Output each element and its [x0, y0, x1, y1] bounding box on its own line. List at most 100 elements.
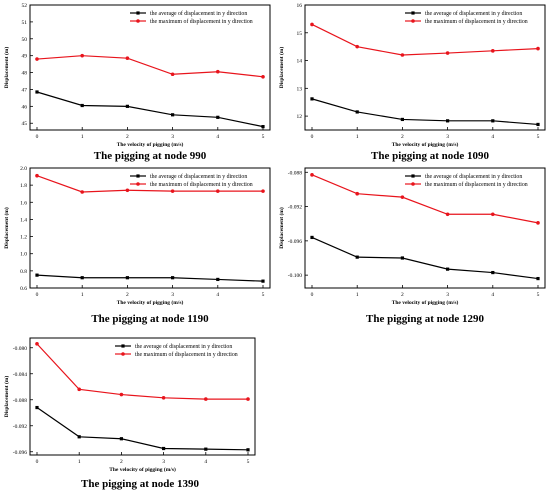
plot-frame: [29, 337, 256, 456]
x-tick-label: 3: [162, 459, 165, 465]
data-point-maximum: [445, 51, 450, 55]
series-line-average: [36, 274, 264, 282]
legend-marker: [121, 344, 125, 348]
data-point-average: [310, 235, 314, 240]
data-point-maximum: [491, 212, 495, 217]
x-tick-label: 2: [401, 292, 404, 298]
data-point-maximum: [119, 392, 124, 397]
legend-marker: [411, 182, 415, 186]
x-tick-label: 3: [171, 134, 174, 140]
series-line-maximum: [36, 55, 264, 78]
data-point-average: [77, 435, 81, 439]
data-point-average: [246, 448, 250, 452]
x-tick-label: 0: [36, 134, 39, 140]
x-tick-label: 5: [262, 134, 265, 140]
data-point-average: [119, 437, 123, 441]
data-point-maximum: [161, 396, 166, 400]
y-axis-label: Displacement (m): [3, 376, 10, 418]
x-tick-label: 4: [216, 292, 219, 298]
y-tick-label: -0.092: [13, 424, 27, 430]
data-point-average: [261, 279, 265, 283]
data-point-average: [491, 119, 495, 123]
data-point-maximum: [216, 189, 220, 193]
y-tick-label: 15: [297, 31, 303, 37]
y-tick-label: 0.6: [20, 286, 27, 292]
y-axis-label: Displacement (m): [3, 207, 10, 249]
data-point-maximum: [536, 221, 540, 225]
data-point-average: [35, 90, 39, 94]
data-point-average: [536, 276, 540, 281]
x-tick-label: 2: [126, 292, 129, 298]
data-point-maximum: [204, 397, 208, 401]
x-tick-label: 4: [491, 292, 494, 298]
data-point-maximum: [170, 189, 175, 193]
legend-marker: [411, 19, 415, 23]
y-tick-label: 12: [297, 114, 303, 120]
data-point-average: [35, 405, 39, 410]
x-tick-label: 4: [204, 459, 207, 465]
data-point-maximum: [170, 72, 175, 77]
y-tick-label: -0.092: [288, 205, 302, 211]
data-point-maximum: [77, 387, 81, 392]
x-tick-label: 0: [36, 292, 39, 298]
chart-title-node-1190: The pigging at node 1190: [91, 313, 209, 325]
y-tick-label: 48: [22, 71, 28, 77]
legend-label: the maximum of displacement in y directi…: [425, 18, 528, 25]
legend-marker: [136, 174, 140, 178]
x-tick-label: 1: [356, 292, 359, 298]
legend-marker: [411, 11, 415, 15]
x-tick-label: 5: [247, 459, 250, 465]
y-tick-label: 1.6: [20, 200, 27, 206]
x-tick-label: 4: [216, 134, 219, 140]
data-point-average: [355, 255, 359, 259]
y-tick-label: -0.100: [288, 273, 302, 279]
data-point-maximum: [261, 74, 265, 79]
data-point-average: [125, 104, 129, 108]
x-tick-label: 3: [446, 134, 449, 140]
y-tick-label: 49: [22, 54, 28, 60]
y-tick-label: 45: [22, 121, 28, 127]
y-tick-label: -0.088: [288, 170, 302, 176]
legend-marker: [136, 19, 140, 23]
x-tick-label: 5: [537, 134, 540, 140]
data-point-maximum: [246, 397, 250, 401]
y-tick-label: 1.2: [20, 235, 27, 241]
data-point-maximum: [310, 173, 314, 177]
data-point-maximum: [125, 56, 130, 61]
data-point-maximum: [35, 173, 39, 178]
data-point-average: [171, 276, 175, 280]
legend-label: the maximum of displacement in y directi…: [425, 181, 528, 188]
data-point-maximum: [216, 69, 220, 74]
series-line-maximum: [311, 174, 539, 224]
data-point-maximum: [400, 195, 405, 199]
x-axis-label: The velocity of pigging (m/s): [117, 141, 184, 148]
data-point-average: [446, 119, 450, 123]
chart-node-1390: 0 1 2 3 4 5 -0.096 -0.092 -0.088 -0.084 -0.080 The …: [3, 337, 256, 473]
data-point-maximum: [445, 212, 450, 217]
x-tick-label: 1: [356, 134, 359, 140]
data-point-average: [216, 277, 220, 282]
data-point-maximum: [355, 191, 359, 196]
data-point-average: [355, 110, 359, 114]
y-tick-label: 1.4: [20, 217, 27, 223]
legend-marker: [121, 352, 125, 356]
y-axis-label: Displacement (m): [278, 47, 285, 89]
plot-frame: [29, 4, 271, 131]
data-point-average: [35, 273, 39, 277]
data-point-maximum: [35, 342, 39, 346]
plot-frame: [304, 167, 546, 289]
data-point-average: [171, 113, 175, 117]
x-axis-label: The velocity of pigging (m/s): [392, 141, 459, 148]
series-line-average: [36, 91, 264, 128]
legend-label: the maximum of displacement in y directi…: [150, 18, 253, 25]
data-point-maximum: [491, 49, 495, 53]
y-tick-label: -0.084: [13, 372, 27, 378]
data-point-average: [400, 117, 404, 122]
y-tick-label: 14: [297, 59, 303, 65]
data-point-average: [261, 125, 265, 129]
data-point-maximum: [35, 57, 39, 61]
data-point-maximum: [536, 46, 540, 51]
series-line-maximum: [36, 343, 248, 400]
